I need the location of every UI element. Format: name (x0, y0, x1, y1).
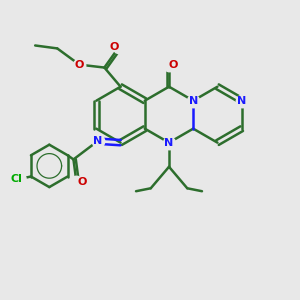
Text: N: N (189, 96, 198, 106)
Text: N: N (93, 136, 102, 146)
Text: O: O (109, 42, 119, 52)
Text: O: O (77, 176, 86, 187)
Text: Cl: Cl (10, 174, 22, 184)
Text: O: O (75, 60, 84, 70)
Text: N: N (164, 138, 174, 148)
Text: O: O (169, 60, 178, 70)
Text: N: N (237, 96, 246, 106)
